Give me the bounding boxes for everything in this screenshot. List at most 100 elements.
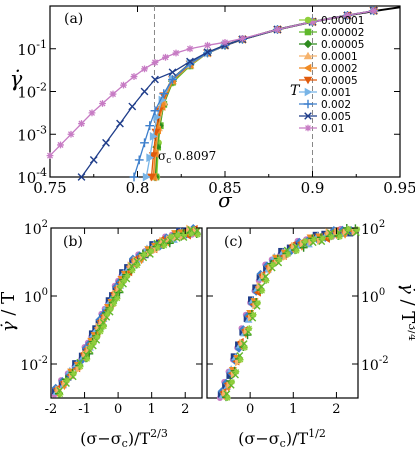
collapse-point [263, 277, 270, 284]
collapse-point [57, 391, 64, 398]
x-tick-label: 0.85 [208, 179, 241, 197]
collapse-point [65, 374, 72, 381]
x-tick-label: 1 [289, 402, 297, 417]
x-tick-label: -1 [78, 402, 91, 417]
collapse-point [94, 333, 101, 340]
data-point [151, 75, 159, 84]
collapse-point [187, 226, 195, 234]
panel-a-ticks: 0.75 0.8 0.85 0.9 0.95 10-4 10-3 10-2 10-1 [17, 6, 415, 197]
legend-marker [303, 76, 313, 85]
data-point [141, 65, 148, 73]
collapse-point [117, 282, 124, 289]
x-tick-label: 2 [332, 402, 340, 417]
data-point [57, 141, 64, 149]
data-point [89, 156, 98, 164]
data-point [204, 41, 211, 49]
data-point [129, 172, 139, 182]
data-point [145, 121, 155, 131]
collapse-point [254, 299, 261, 306]
x-tick-label: 2 [181, 402, 189, 417]
panel-c-ticks: 0 1 2 10-2 100 102 [207, 219, 389, 417]
data-point [370, 7, 378, 15]
legend-entry: 0.00005 [321, 39, 364, 51]
panel-b-ylabel: γ̇ / T [0, 292, 19, 332]
y-tick-label: 10-2 [17, 81, 47, 102]
legend-entry: 0.001 [321, 87, 351, 99]
data-point [116, 119, 124, 128]
collapse-point [336, 233, 343, 240]
collapse-point [129, 267, 136, 274]
data-point [147, 173, 156, 182]
legend-entry: 0.0005 [321, 75, 358, 87]
y-tick-label: 10-2 [20, 355, 48, 374]
data-point [203, 48, 212, 57]
panel-c-label: (c) [224, 234, 243, 250]
legend-title: T [290, 83, 301, 99]
collapse-point [113, 290, 121, 298]
collapse-point [174, 231, 181, 238]
collapse-point [168, 233, 175, 240]
data-point [46, 152, 54, 160]
y-tick-label: 100 [361, 287, 385, 306]
x-tick-label: 1 [148, 402, 156, 417]
legend-marker [303, 63, 312, 73]
data-point [159, 89, 169, 99]
collapse-point [302, 237, 309, 244]
collapse-point [128, 262, 136, 270]
data-point [120, 81, 127, 89]
data-point [149, 131, 158, 141]
collapse-point [276, 256, 283, 263]
collapse-point [335, 229, 343, 237]
y-tick-label: 10-1 [17, 38, 47, 59]
collapse-point [87, 344, 94, 350]
data-point [168, 68, 177, 77]
legend-entry: 0.0002 [321, 63, 358, 75]
data-point [146, 153, 155, 163]
panel-a-xlabel: σ [218, 188, 233, 212]
collapse-point [104, 310, 111, 317]
data-point [88, 109, 96, 117]
y-tick-label: 10-4 [17, 166, 47, 187]
data-point [140, 87, 149, 96]
data-point [77, 173, 86, 181]
data-point [186, 57, 194, 66]
collapse-point [154, 244, 161, 251]
data-point [130, 73, 138, 80]
x-tick-label: -2 [45, 402, 58, 417]
collapse-point [237, 356, 244, 363]
data-point [99, 100, 106, 107]
collapse-point [226, 372, 233, 379]
collapse-point [77, 363, 84, 370]
collapse-point [133, 257, 141, 265]
panel-a-frame [49, 5, 401, 178]
collapse-point [107, 305, 114, 312]
data-point [151, 59, 159, 66]
collapse-point [283, 246, 291, 254]
collapse-point [141, 251, 148, 258]
x-tick-label: 0.95 [383, 179, 415, 197]
collapse-point [293, 247, 300, 254]
panel-a-ylabel: γ̇ [10, 67, 23, 91]
panel-b-points [51, 224, 201, 398]
collapse-point [99, 318, 107, 326]
data-point [162, 53, 169, 61]
legend-marker [303, 99, 313, 109]
collapse-point [240, 340, 248, 348]
panel-c-points [216, 224, 361, 402]
collapse-point [229, 378, 236, 385]
data-point [274, 26, 281, 33]
legend-marker [304, 87, 313, 97]
data-point [140, 138, 149, 148]
data-point [109, 90, 117, 98]
collapse-point [181, 231, 188, 238]
collapse-point [188, 230, 195, 237]
x-tick-label: 0.75 [33, 179, 66, 197]
collapse-point [236, 352, 244, 359]
collapse-point [310, 236, 317, 243]
collapse-point [134, 262, 141, 269]
panel-c-ylabel: γ̇ / T3/4 [397, 283, 415, 341]
legend-entry: 0.002 [321, 99, 351, 111]
x-tick-label: 0.8 [126, 179, 150, 197]
data-point [102, 138, 110, 147]
legend-entry: 0.01 [321, 123, 344, 135]
